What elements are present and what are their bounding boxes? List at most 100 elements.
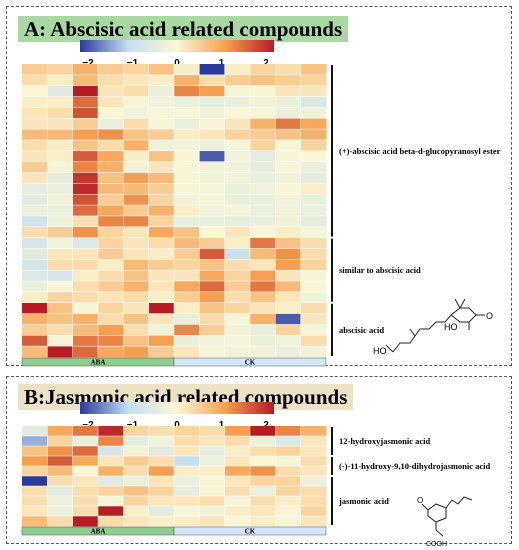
panel-b-cell: [250, 496, 276, 507]
panel-b-cell: [22, 506, 48, 517]
abscisic-acid-structure-icon: [385, 298, 485, 353]
panel-a-cell: [148, 161, 175, 173]
panel-a-cell: [72, 270, 99, 282]
panel-a-cell: [98, 259, 124, 271]
panel-a-cell: [250, 150, 276, 162]
panel-a-cell: [22, 324, 48, 336]
panel-a-cell: [22, 270, 48, 282]
panel-a-title: A: Abscisic acid related compounds: [18, 16, 349, 42]
panel-b-cell: [250, 446, 276, 457]
panel-a-cell: [123, 346, 149, 358]
panel-b-cell: [174, 516, 200, 527]
panel-b-cell: [174, 446, 200, 457]
panel-a-cell: [72, 324, 99, 336]
panel-b-cell: [98, 466, 124, 477]
panel-a-cell: [72, 96, 99, 108]
panel-b-cell: [98, 456, 124, 467]
panel-b-cell: [98, 476, 124, 487]
panel-b-cell: [123, 456, 149, 467]
panel-a-cell: [98, 172, 124, 184]
panel-a-cell: [72, 226, 99, 238]
panel-b-group-label: ABA: [91, 528, 106, 536]
panel-a-cell: [98, 205, 124, 217]
panel-a-cell: [300, 129, 327, 141]
panel-b-cell: [300, 506, 327, 517]
panel-a-cell: [199, 324, 225, 336]
row-group-label: abscisic acid: [339, 325, 384, 335]
panel-a-cell: [47, 205, 73, 217]
panel-a-cell: [72, 259, 99, 271]
panel-b-cell: [224, 476, 251, 487]
panel-b-cell: [22, 496, 48, 507]
panel-a-cell: [300, 107, 327, 119]
panel-a-cell: [22, 237, 48, 249]
panel-b-cell: [47, 446, 73, 457]
panel-a-cell: [98, 183, 124, 195]
panel-a-legend-tick: 2: [263, 58, 269, 69]
panel-a-cell: [275, 291, 301, 304]
panel-a-cell: [300, 205, 327, 217]
panel-a-cell: [72, 139, 99, 152]
panel-b-cell: [224, 506, 251, 517]
row-group-label: similar to abscisic acid: [339, 265, 421, 275]
panel-b-cell: [22, 456, 48, 467]
panel-b-legend-tick: 2: [263, 420, 269, 431]
panel-a-cell: [72, 74, 99, 87]
panel-b-cell: [22, 476, 48, 487]
panel-a-cell: [72, 335, 99, 347]
panel-a-cell: [224, 129, 251, 141]
panel-a-cell: [123, 64, 149, 76]
panel-a-cell: [224, 313, 251, 325]
panel-a-cell: [174, 226, 200, 238]
panel-a-cell: [174, 107, 200, 119]
panel-a-cell: [199, 215, 225, 228]
panel-a-cell: [300, 74, 327, 87]
panel-b-cell: [224, 446, 251, 457]
panel-a-cell: [300, 161, 327, 173]
panel-b-cell: [148, 496, 175, 507]
panel-b-cell: [224, 456, 251, 467]
panel-a-cell: [300, 172, 327, 184]
panel-a-cell: [300, 96, 327, 108]
panel-a-cell: [250, 96, 276, 108]
panel-b-cell: [123, 466, 149, 477]
panel-a-cell: [72, 161, 99, 173]
panel-a-cell: [199, 205, 225, 217]
panel-a-cell: [72, 291, 99, 304]
panel-a-cell: [148, 107, 175, 119]
panel-a-cell: [275, 194, 301, 206]
row-group-label: (-)-11-hydroxy-9,10-dihydrojasmonic acid: [339, 461, 491, 471]
panel-a-cell: [224, 237, 251, 249]
panel-b-cell: [224, 516, 251, 527]
panel-a-cell: [275, 324, 301, 336]
panel-a-cell: [174, 183, 200, 195]
panel-b-cell: [47, 506, 73, 517]
panel-a-cell: [148, 139, 175, 152]
panel-a-cell: [47, 172, 73, 184]
panel-a-cell: [300, 313, 327, 325]
panel-a-cell: [250, 129, 276, 141]
panel-a-cell: [224, 118, 251, 130]
panel-b-cell: [300, 426, 327, 437]
panel-a-cell: [123, 161, 149, 173]
panel-a-cell: [275, 96, 301, 108]
panel-a-cell: [148, 335, 175, 347]
panel-a-cell: [300, 248, 327, 260]
panel-a-cell: [123, 118, 149, 130]
panel-b-cell: [123, 476, 149, 487]
panel-a-cell: [22, 74, 48, 87]
panel-b-cell: [22, 436, 48, 447]
panel-a-cell: [148, 64, 175, 76]
panel-a-cell: [47, 129, 73, 141]
panel-a-cell: [98, 346, 124, 358]
panel-a-cell: [275, 150, 301, 162]
panel-a-cell: [224, 139, 251, 152]
panel-b-cell: [98, 436, 124, 447]
panel-b-cell: [148, 516, 175, 527]
panel-a-cell: [300, 346, 327, 358]
panel-a-cell: [174, 291, 200, 304]
panel-a-cell: [224, 281, 251, 293]
panel-b-cell: [98, 516, 124, 527]
panel-a-cell: [174, 324, 200, 336]
panel-b-cell: [224, 426, 251, 437]
